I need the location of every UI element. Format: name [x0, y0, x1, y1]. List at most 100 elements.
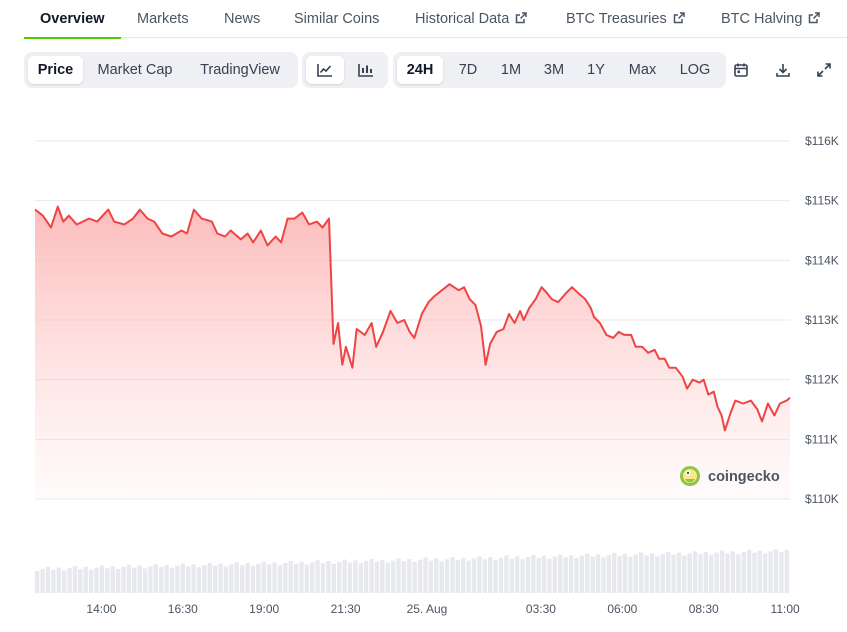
volume-bar: [261, 561, 266, 593]
volume-bar: [256, 563, 261, 593]
tab-bar: Overview Markets News Similar Coins Hist…: [24, 0, 847, 39]
tab-btc-treasuries[interactable]: BTC Treasuries: [566, 0, 685, 38]
fullscreen-button[interactable]: [810, 56, 838, 84]
volume-bar: [541, 555, 547, 593]
tab-overview[interactable]: Overview: [24, 0, 120, 39]
volume-bar: [153, 564, 158, 593]
range-7d-button[interactable]: 7D: [458, 62, 478, 78]
volume-bar: [428, 560, 434, 593]
range-3m-button[interactable]: 3M: [543, 62, 565, 78]
volume-bar: [601, 557, 606, 593]
range-24h-button[interactable]: 24H: [397, 56, 443, 84]
watermark-text: coingecko: [708, 469, 780, 485]
candlestick-chart-button[interactable]: [347, 56, 385, 84]
volume-bar: [617, 556, 622, 593]
x-tick-label: 16:30: [168, 602, 198, 616]
external-link-icon: [809, 12, 821, 24]
volume-bar: [310, 562, 315, 593]
volume-bar: [660, 554, 665, 593]
view-tradingview-button[interactable]: TradingView: [200, 62, 280, 78]
volume-bar: [164, 564, 169, 593]
tab-btc-treasuries-label: BTC Treasuries: [566, 11, 667, 27]
volume-bar: [423, 557, 428, 593]
price-chart[interactable]: $116K $115K $114K $113K $112K $111K $110K 14:0…: [0, 96, 847, 622]
volume-bar: [331, 563, 336, 593]
line-chart-button[interactable]: [306, 56, 344, 84]
volume-bar: [466, 560, 471, 593]
volume-bar: [784, 550, 789, 593]
volume-bar: [121, 566, 126, 593]
x-tick-label: 25. Aug: [407, 602, 448, 616]
volume-bar: [552, 556, 558, 593]
tab-historical-data[interactable]: Historical Data: [415, 0, 528, 38]
volume-bar: [51, 569, 56, 593]
volume-bar: [390, 560, 396, 593]
y-tick-label: $115K: [805, 194, 839, 208]
volume-bar: [110, 566, 115, 593]
volume-bar: [67, 568, 72, 593]
volume-bar: [304, 564, 309, 593]
volume-bar: [471, 558, 477, 593]
volume-bar: [56, 567, 61, 593]
volume-bar: [347, 562, 353, 593]
range-max-button[interactable]: Max: [628, 62, 657, 78]
x-tick-label: 19:00: [249, 602, 279, 616]
volume-bar: [374, 561, 380, 593]
volume-bar: [482, 559, 487, 593]
volume-bar: [622, 553, 628, 593]
x-tick-label: 11:00: [771, 602, 800, 616]
volume-bar: [115, 569, 121, 593]
range-1y-button[interactable]: 1Y: [587, 62, 605, 78]
volume-bar: [520, 559, 525, 593]
volume-bar: [353, 560, 358, 593]
y-tick-label: $116K: [805, 134, 839, 148]
tab-btc-halving[interactable]: BTC Halving: [721, 0, 821, 38]
volume-bar: [595, 554, 601, 593]
y-tick-label: $110K: [805, 492, 839, 506]
volume-bar: [509, 558, 514, 593]
volume-bar: [62, 570, 67, 593]
download-button[interactable]: [769, 56, 797, 84]
volume-bar: [531, 555, 536, 593]
log-scale-button[interactable]: LOG: [679, 62, 711, 78]
volume-bar: [83, 566, 88, 593]
volume-bars: [35, 549, 789, 593]
volume-bar: [703, 551, 709, 593]
volume-bar: [525, 557, 531, 593]
y-tick-label: $111K: [805, 432, 838, 446]
volume-bar: [342, 559, 347, 593]
volume-bar: [752, 552, 757, 593]
volume-bar: [196, 567, 202, 593]
y-tick-label: $113K: [805, 313, 839, 327]
tab-news[interactable]: News: [224, 11, 261, 27]
volume-bar: [714, 552, 719, 593]
external-link-icon: [673, 12, 685, 24]
volume-bar: [299, 561, 304, 593]
volume-bar: [461, 557, 466, 593]
tab-similar-coins[interactable]: Similar Coins: [294, 11, 380, 27]
time-range-selector: 24H 7D 1M 3M 1Y Max LOG: [393, 52, 726, 88]
volume-bar: [719, 550, 725, 593]
view-market-cap-button[interactable]: Market Cap: [97, 62, 173, 78]
coingecko-logo: [680, 466, 700, 486]
range-1m-button[interactable]: 1M: [500, 62, 522, 78]
volume-bar: [504, 555, 509, 593]
volume-bar: [288, 560, 293, 593]
view-price-button[interactable]: Price: [28, 56, 83, 84]
volume-bar: [272, 562, 277, 593]
tab-markets[interactable]: Markets: [137, 11, 189, 27]
volume-bar: [326, 561, 331, 593]
volume-bar: [186, 566, 191, 593]
volume-bar: [72, 566, 78, 593]
candlestick-icon: [358, 64, 373, 77]
volume-bar: [223, 566, 229, 593]
volume-bar: [358, 563, 363, 593]
volume-bar: [380, 559, 385, 593]
volume-bar: [488, 557, 493, 593]
x-axis: 14:00 16:30 19:00 21:30 25. Aug 03:30 06:00 08:…: [86, 602, 800, 616]
date-range-button[interactable]: [727, 56, 755, 84]
volume-bar: [169, 567, 175, 593]
volume-bar: [105, 568, 110, 593]
y-tick-label: $114K: [805, 253, 839, 267]
volume-bar: [493, 560, 498, 593]
